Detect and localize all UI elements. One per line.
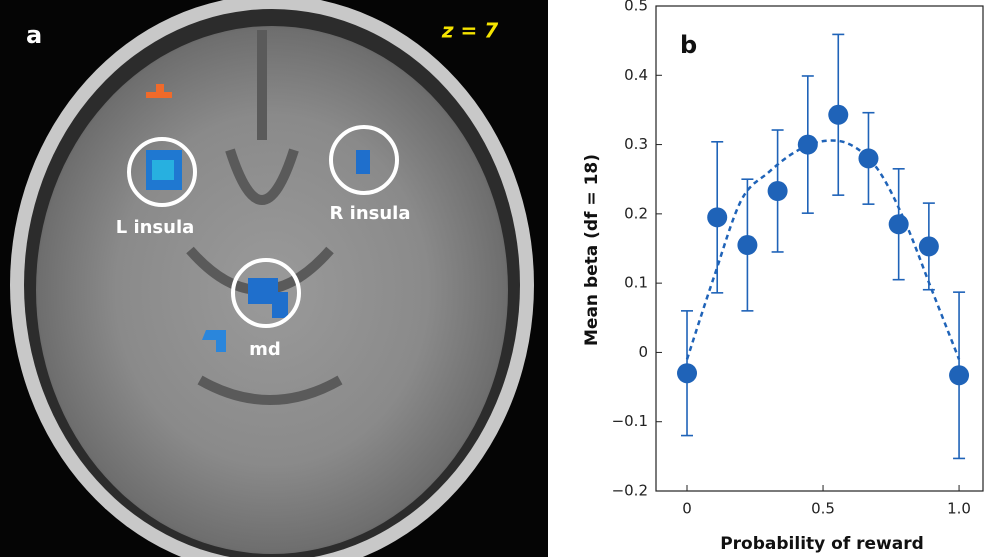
data-point <box>737 235 757 255</box>
activation-r-insula <box>356 150 370 174</box>
y-tick-label: 0.1 <box>624 274 648 292</box>
y-tick-label: −0.2 <box>612 482 648 500</box>
data-point <box>889 214 909 234</box>
data-point <box>919 236 939 256</box>
data-point <box>949 365 969 385</box>
x-axis-title: Probability of reward <box>720 534 924 554</box>
x-tick-label: 0.5 <box>811 500 835 518</box>
y-axis-title: Mean beta (df = 18) <box>582 154 602 346</box>
panel-label: a <box>26 21 42 49</box>
data-point <box>768 181 788 201</box>
figure: a z = 7 L insula R insula md b Probabili… <box>0 0 985 557</box>
y-tick-label: 0.5 <box>624 0 648 15</box>
slice-label: z = 7 <box>441 19 498 43</box>
fit-curve <box>687 140 959 359</box>
data-point <box>858 148 878 168</box>
data-point <box>828 105 848 125</box>
data-point <box>707 207 727 227</box>
x-tick-label: 1.0 <box>947 500 971 518</box>
region-label: L insula <box>116 217 195 238</box>
region-label: md <box>249 339 281 360</box>
panel-a: a z = 7 L insula R insula md <box>0 0 548 557</box>
panel-label: b <box>680 31 697 59</box>
panel-b: b Probability of reward Mean beta (df = … <box>582 0 983 554</box>
data-point <box>677 363 697 383</box>
region-label: R insula <box>330 203 411 224</box>
y-tick-label: −0.1 <box>612 412 648 430</box>
y-tick-label: 0 <box>638 343 648 361</box>
x-tick-label: 0 <box>682 500 692 518</box>
y-tick-label: 0.3 <box>624 135 648 153</box>
y-tick-label: 0.2 <box>624 204 648 222</box>
data-point <box>798 135 818 155</box>
activation-core <box>152 160 174 180</box>
y-tick-label: 0.4 <box>624 66 648 84</box>
